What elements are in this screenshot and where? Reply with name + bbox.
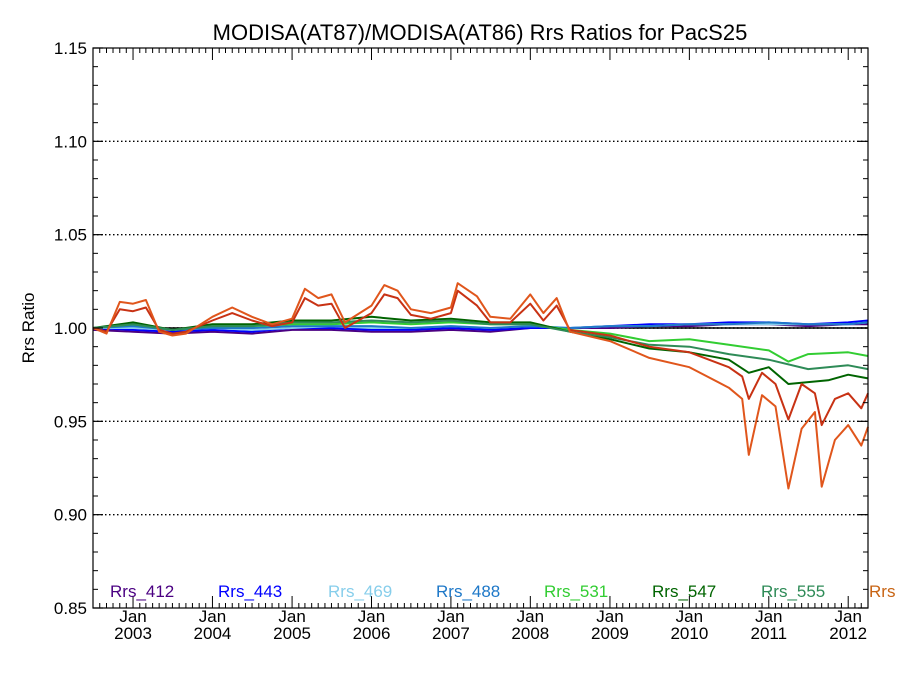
x-tick-label-month: Jan <box>358 607 385 626</box>
x-tick-label-month: Jan <box>437 607 464 626</box>
legend-label: Rrs_443 <box>218 582 282 601</box>
y-ticks: 0.85 0.90 0.95 1.00 1.05 1.10 1.15 <box>54 39 868 618</box>
x-tick-label-month: Jan <box>517 607 544 626</box>
x-tick-label-month: Jan <box>278 607 305 626</box>
x-tick-label: Jan 2012 <box>829 607 867 643</box>
x-tick-label-year: 2004 <box>194 624 232 643</box>
y-tick-label: 0.85 <box>54 599 87 618</box>
x-tick-label: Jan 2004 <box>194 607 232 643</box>
x-tick-label-month: Jan <box>119 607 146 626</box>
x-tick-label-month: Jan <box>834 607 861 626</box>
x-tick-label-year: 2003 <box>114 624 152 643</box>
chart-title: MODISA(AT87)/MODISA(AT86) Rrs Ratios for… <box>213 20 748 45</box>
y-tick-label: 1.10 <box>54 132 87 151</box>
legend-label: Rrs_555 <box>761 582 825 601</box>
x-tick-label: Jan 2010 <box>670 607 708 643</box>
legend-label: Rrs_531 <box>544 582 608 601</box>
x-tick-label-year: 2010 <box>670 624 708 643</box>
y-tick-label: 0.95 <box>54 412 87 431</box>
series-line-rrs-488 <box>92 321 869 331</box>
legend: Rrs_412 Rrs_443 Rrs_469 Rrs_488 Rrs_531 Rrs_5… <box>110 582 895 601</box>
x-tick-label-month: Jan <box>676 607 703 626</box>
y-tick-label: 1.15 <box>54 39 87 58</box>
series-lines <box>92 282 869 490</box>
legend-label: Rrs_547 <box>652 582 716 601</box>
legend-label: Rrs <box>869 582 895 601</box>
x-tick-label: Jan 2009 <box>591 607 629 643</box>
x-tick-label: Jan 2011 <box>751 607 788 643</box>
y-tick-label: 0.90 <box>54 506 87 525</box>
x-tick-label-month: Jan <box>755 607 782 626</box>
x-tick-label-month: Jan <box>596 607 623 626</box>
x-tick-label-year: 2005 <box>273 624 311 643</box>
x-tick-label: Jan 2008 <box>511 607 549 643</box>
series-line-rrs-555 <box>92 319 869 371</box>
x-tick-label: Jan 2005 <box>273 607 311 643</box>
legend-label: Rrs_469 <box>328 582 392 601</box>
x-tick-label-year: 2008 <box>511 624 549 643</box>
x-tick-label-year: 2009 <box>591 624 629 643</box>
y-axis-label: Rrs Ratio <box>19 293 38 364</box>
x-tick-label-year: 2006 <box>353 624 391 643</box>
x-tick-label-year: 2007 <box>432 624 470 643</box>
x-tick-label-year: 2011 <box>751 624 788 643</box>
x-tick-label: Jan 2003 <box>114 607 152 643</box>
y-tick-label: 1.05 <box>54 226 87 245</box>
y-tick-label: 1.00 <box>54 319 87 338</box>
series-line-rrs-667 <box>92 289 869 427</box>
series-line-rrs-678 <box>92 282 869 490</box>
legend-label: Rrs_412 <box>110 582 174 601</box>
x-tick-label-month: Jan <box>199 607 226 626</box>
x-tick-label-year: 2012 <box>829 624 867 643</box>
x-tick-label: Jan 2007 <box>432 607 470 643</box>
x-tick-label: Jan 2006 <box>353 607 391 643</box>
legend-label: Rrs_488 <box>436 582 500 601</box>
